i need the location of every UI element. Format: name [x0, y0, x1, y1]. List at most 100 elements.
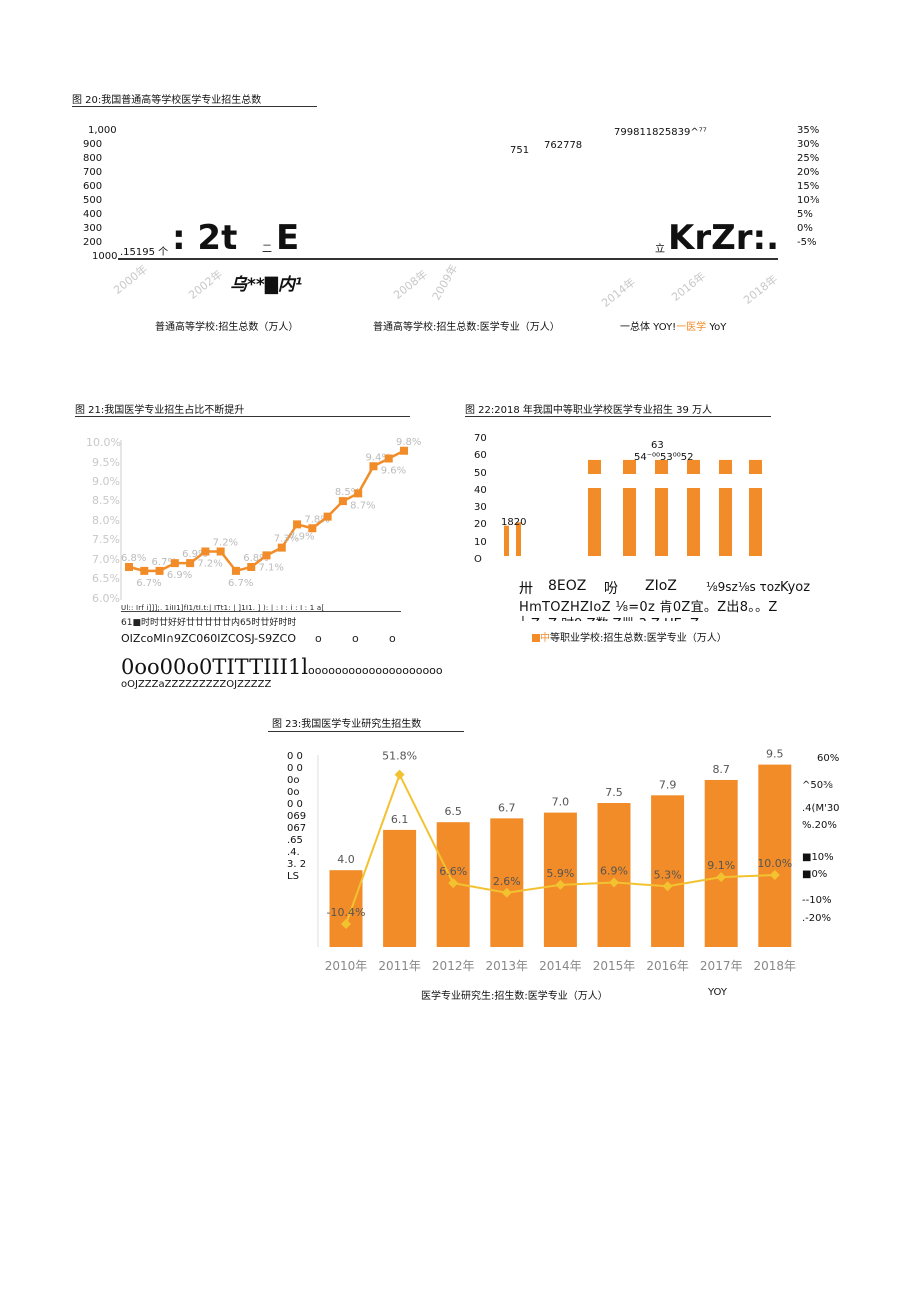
fig20-overlay-right-small: 立: [655, 244, 665, 255]
fig22-legend-label: 等职业学校:招生总数:医学专业（万人）: [550, 633, 727, 644]
fig22-y-tick: 40: [474, 485, 487, 496]
fig23-yoy-point: [555, 879, 566, 890]
fig20-y-left-tick: 200: [83, 237, 103, 248]
fig20-overlay-mid-small: 二: [262, 244, 272, 255]
fig21-point: [293, 520, 302, 529]
fig21-y-tick: 8.0%: [92, 514, 120, 527]
fig22-label-54: 54⁻⁰⁰53⁰⁰52: [634, 452, 694, 463]
fig23-y-left-tick: 0o: [287, 775, 300, 786]
fig20-y-left-tick: 800: [83, 153, 103, 164]
fig21-point-label: 7.9%: [289, 531, 314, 542]
fig22-legend-prefix: 中: [540, 633, 550, 644]
fig21-point: [338, 497, 347, 506]
fig20-y-right-tick: 20%: [797, 167, 820, 178]
fig21-garble-circle: o: [352, 632, 359, 645]
fig23-x-label: 2018年: [754, 959, 797, 973]
fig22-garble-token: ZIoZ: [645, 578, 677, 594]
fig21-point: [125, 563, 133, 571]
fig21-point: [170, 559, 179, 568]
fig20-legend-yoy-med: 一医学: [676, 322, 707, 333]
fig21-point: [323, 512, 332, 521]
fig21-point: [400, 446, 408, 455]
fig23-x-label: 2015年: [593, 959, 636, 973]
fig20-overlay-left-big: : 2t: [172, 218, 238, 258]
fig23-x-label: 2013年: [486, 959, 529, 973]
fig23-bar: [490, 818, 524, 947]
fig20-y-left-tick: 700: [83, 167, 103, 178]
fig23-yoy-point: [448, 878, 459, 889]
fig21-y-tick: 7.5%: [92, 533, 120, 546]
fig20-y-right-tick: -5%: [797, 237, 817, 248]
fig22-garble-token: 吩: [604, 581, 618, 597]
fig23-y-right-tick: 60%: [817, 753, 840, 764]
fig23-x-label: 2017年: [700, 959, 743, 973]
fig22-bar: [504, 525, 509, 556]
fig23-bar-label: 7.5: [605, 786, 623, 799]
fig23-y-right-tick: ■0%: [802, 869, 828, 880]
fig23-yoy-point: [716, 872, 727, 883]
fig23-bar-label: 6.1: [391, 813, 409, 826]
fig20-y-left-tick: 300: [83, 223, 103, 234]
fig23-yoy-point: [769, 870, 780, 880]
fig23-bar: [383, 829, 417, 947]
fig23-yoy-point: [341, 918, 351, 929]
fig20-label-799: 799811825839^⁷⁷: [614, 127, 707, 138]
fig21-point: [140, 566, 149, 575]
fig21-garble-line4: oOJZZZaZZZZZZZZZOJZZZZZ: [121, 679, 272, 690]
fig21-point: [384, 454, 393, 463]
fig23-bar-label: 7.9: [659, 778, 677, 791]
fig23-plot: 4.0 6.1 6.5 6.7 7.0 7.5 7.9 8.7 9.5 -10.4% 51.8% 6.…: [317, 748, 797, 973]
fig20-legend-yoy-suffix: YoY: [706, 322, 727, 333]
fig21-point-label: 6.9%: [167, 570, 192, 581]
fig20-overlay-under: 乌**▇内¹: [230, 275, 303, 295]
fig22-legend: 中等职业学校:招生总数:医学专业（万人）: [532, 629, 727, 644]
fig22-y-tick: 20: [474, 519, 487, 530]
fig20-y-left-tick: 1,000: [88, 125, 117, 136]
fig21-y-tick: 10.0%: [86, 436, 121, 449]
fig23-bar-label: 6.7: [498, 801, 516, 814]
fig22-title: 图 22:2018 年我国中等职业学校医学专业招生 39 万人: [465, 405, 712, 416]
fig23-y-right-tick: --10%: [802, 895, 832, 906]
fig23-x-label: 2016年: [646, 959, 689, 973]
fig23-yoy-label: -10.4%: [327, 906, 366, 919]
fig22-bar-gap: [588, 474, 601, 488]
fig23-y-left-tick: 0 0: [287, 763, 303, 774]
fig23-x-label: 2012年: [432, 959, 475, 973]
fig21-point-label: 7.2%: [213, 538, 238, 549]
fig23-x-label: 2014年: [539, 959, 582, 973]
fig21-point-label: 8.7%: [350, 500, 375, 511]
fig21-point-label: 7.2%: [197, 559, 222, 570]
fig23-yoy-point: [501, 887, 512, 898]
fig22-bar-gap: [623, 474, 636, 488]
fig21-garble-line3-tail: oooooooooooooooooooo: [308, 664, 443, 677]
fig21-point: [369, 462, 378, 471]
fig21-point-label: 7.8%: [304, 514, 329, 525]
fig23-bar-label: 6.5: [444, 805, 462, 818]
fig20-y-left-tick: 400: [83, 209, 103, 220]
fig22-bar-gap: [749, 474, 762, 488]
fig23-y-left-tick: 069: [287, 811, 307, 822]
fig23-bar: [651, 795, 685, 947]
fig21-point: [277, 543, 286, 552]
fig23-y-right-tick: ■10%: [802, 852, 834, 863]
fig21-garble-circle: o: [389, 632, 396, 645]
fig23-yoy-point: [394, 769, 405, 780]
fig20-y-left-tick: 500: [83, 195, 103, 206]
fig21-point: [186, 559, 195, 568]
fig22-title-rule: [465, 416, 771, 417]
fig23-yoy-point: [662, 881, 673, 892]
fig21-point-label: 6.8%: [121, 553, 146, 564]
fig21-garble-axis-rule: [121, 611, 401, 612]
fig23-bar-label: 4.0: [337, 853, 355, 866]
fig23-y-right-tick: %.20%: [802, 820, 837, 831]
fig23-y-left-tick: LS: [287, 871, 299, 882]
fig22-bar-gap: [719, 474, 732, 488]
fig21-point-label: 7.3%: [274, 534, 299, 545]
fig22-label-63: 63: [651, 440, 664, 451]
fig21-y-tick: 6.0%: [92, 592, 120, 605]
fig21-garble-line1: 61■时时廿好好廿廿廿廿廿内65时廿好时时: [121, 618, 297, 628]
fig22-garble-token: Kyoz: [780, 580, 811, 595]
fig23-y-left-tick: 0 0: [287, 799, 303, 810]
fig21-point: [155, 566, 164, 575]
